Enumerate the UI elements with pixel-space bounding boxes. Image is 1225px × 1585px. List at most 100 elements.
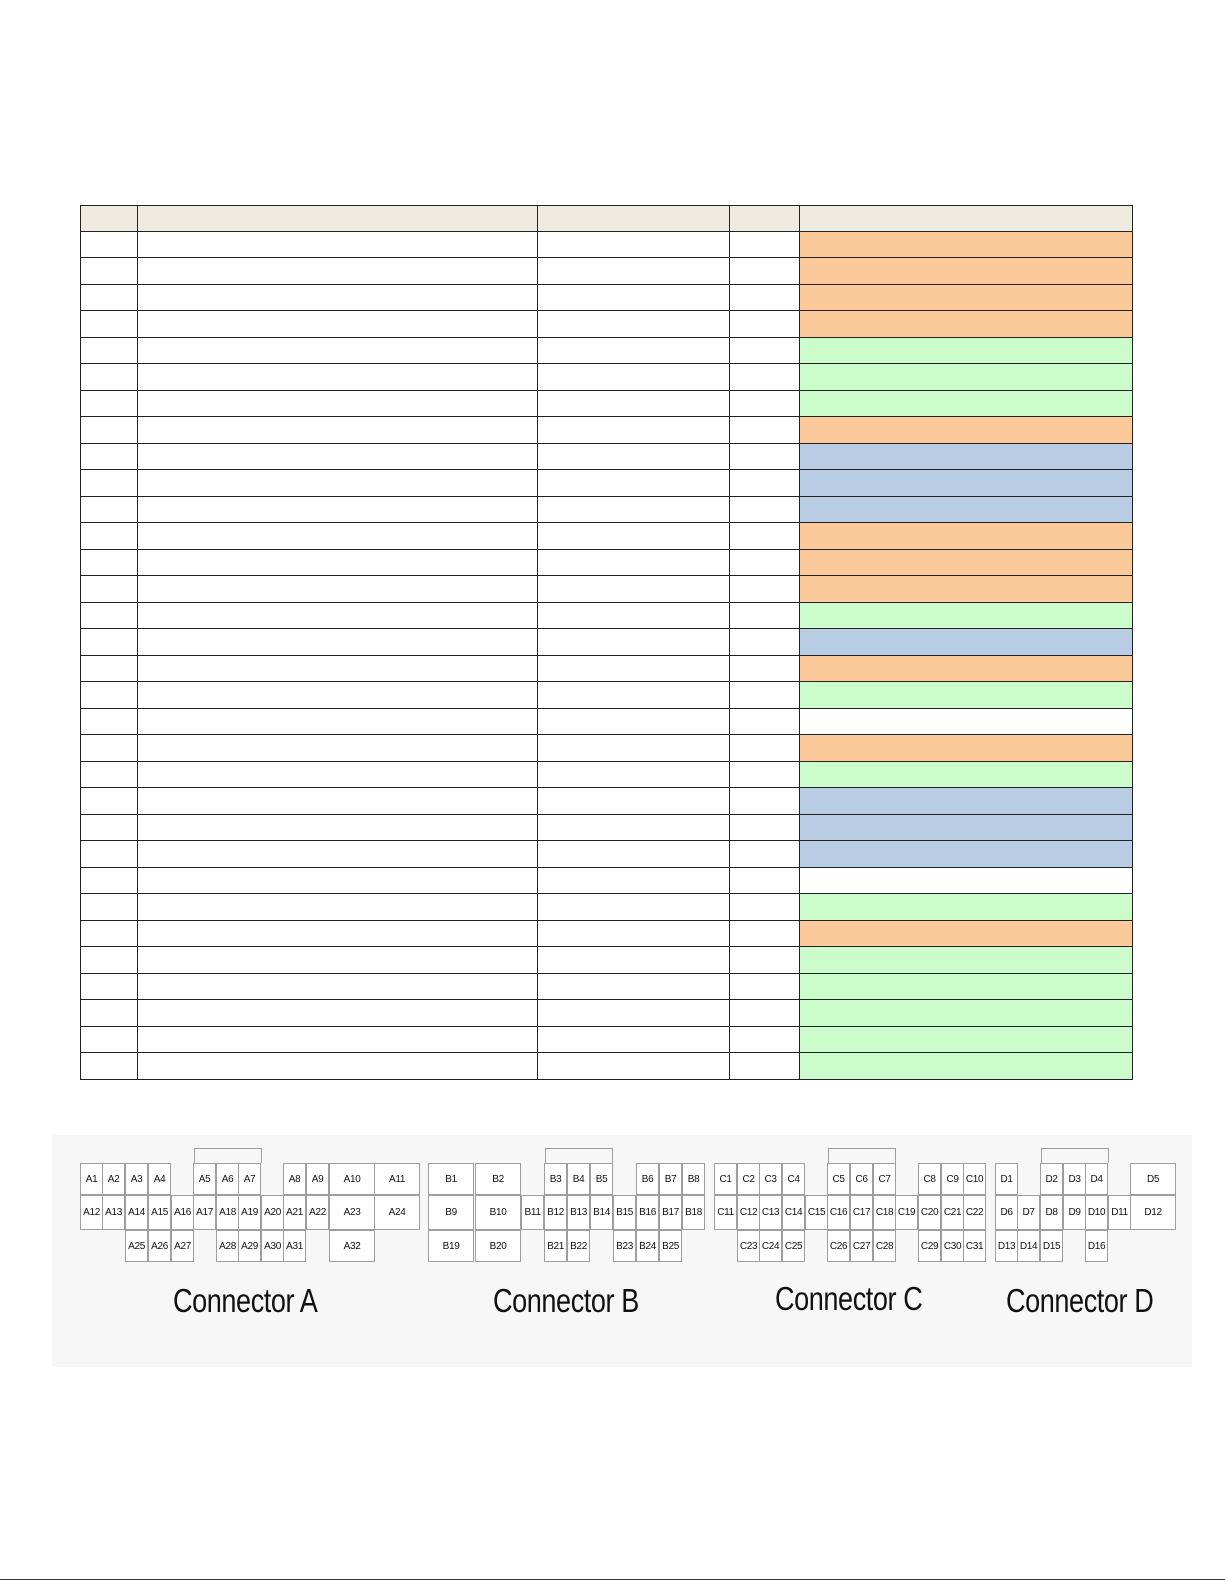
pin-cell: C1 [714,1163,738,1195]
table-cell-description [138,417,538,444]
pin-cell: A27 [171,1230,195,1262]
table-row [80,920,1133,947]
pin-cell: A3 [125,1163,149,1195]
table-cell-description [138,708,538,735]
pin-cell: D5 [1130,1163,1177,1195]
table-cell-description [138,788,538,815]
pin-cell: A7 [238,1163,262,1195]
table-cell-signal [538,284,730,311]
pin-cell: C12 [737,1195,761,1230]
table-cell-pin [80,814,138,841]
table-cell-group [800,894,1133,921]
pin-cell: A4 [148,1163,172,1195]
table-cell-type [730,655,800,682]
table-cell-group [800,496,1133,523]
table-cell-signal [538,867,730,894]
table-cell-pin [80,443,138,470]
table-row [80,947,1133,974]
pin-cell: B24 [636,1230,660,1262]
table-cell-type [730,973,800,1000]
pin-cell: C10 [963,1163,987,1195]
pin-cell: C5 [827,1163,851,1195]
pin-cell: C28 [873,1230,897,1262]
table-cell-group [800,788,1133,815]
table-cell-signal [538,841,730,868]
pin-cell: A17 [193,1195,217,1230]
table-cell-signal [538,814,730,841]
pin-cell: D8 [1040,1195,1064,1230]
table-cell-signal [538,470,730,497]
table-cell-pin [80,258,138,285]
header-cell-description [138,205,538,232]
pin-cell: D15 [1040,1230,1064,1262]
table-cell-pin [80,1026,138,1053]
table-cell-signal [538,311,730,338]
table-cell-signal [538,231,730,258]
pin-cell: A29 [238,1230,262,1262]
table-row [80,337,1133,364]
table-row [80,549,1133,576]
pin-cell: C19 [895,1195,919,1230]
table-cell-group [800,443,1133,470]
table-cell-description [138,655,538,682]
pin-cell: B20 [475,1230,522,1262]
table-row [80,788,1133,815]
table-cell-group [800,920,1133,947]
table-cell-description [138,735,538,762]
pin-cell: C25 [782,1230,806,1262]
pin-cell: A25 [125,1230,149,1262]
table-cell-signal [538,576,730,603]
pin-cell: C4 [782,1163,806,1195]
table-cell-pin [80,523,138,550]
table-cell-description [138,284,538,311]
table-cell-signal [538,761,730,788]
table-cell-group [800,973,1133,1000]
table-cell-signal [538,1000,730,1027]
pin-cell: A6 [216,1163,240,1195]
pin-cell: D16 [1085,1230,1109,1262]
table-row [80,708,1133,735]
table-cell-type [730,576,800,603]
pin-cell: C23 [737,1230,761,1262]
table-cell-signal [538,337,730,364]
table-row [80,735,1133,762]
pin-cell: D10 [1085,1195,1109,1230]
table-cell-description [138,761,538,788]
table-row [80,655,1133,682]
table-cell-type [730,1053,800,1080]
pin-cell: C7 [873,1163,897,1195]
connector-c-caption: Connector C [775,1280,923,1317]
table-cell-group [800,682,1133,709]
pin-cell: A31 [283,1230,307,1262]
pin-cell: B4 [567,1163,591,1195]
table-cell-group [800,708,1133,735]
pin-cell: A20 [261,1195,285,1230]
pin-cell: D14 [1017,1230,1041,1262]
table-cell-description [138,867,538,894]
pin-cell: B23 [613,1230,637,1262]
connector-a-caption: Connector A [173,1282,318,1319]
table-row [80,258,1133,285]
table-cell-signal [538,920,730,947]
table-cell-description [138,894,538,921]
table-cell-pin [80,655,138,682]
table-cell-signal [538,894,730,921]
pin-cell: C2 [737,1163,761,1195]
pin-cell: A5 [193,1163,217,1195]
table-cell-type [730,947,800,974]
table-cell-description [138,311,538,338]
table-row [80,523,1133,550]
pin-cell: B10 [475,1195,522,1230]
table-cell-type [730,311,800,338]
pin-cell: C20 [918,1195,942,1230]
table-cell-group [800,231,1133,258]
table-cell-signal [538,443,730,470]
table-cell-pin [80,417,138,444]
header-cell-type [730,205,800,232]
connector-b-caption: Connector B [493,1282,639,1319]
table-cell-description [138,841,538,868]
pin-cell: A23 [329,1195,376,1230]
pin-cell: C30 [941,1230,965,1262]
table-row [80,496,1133,523]
table-cell-pin [80,549,138,576]
